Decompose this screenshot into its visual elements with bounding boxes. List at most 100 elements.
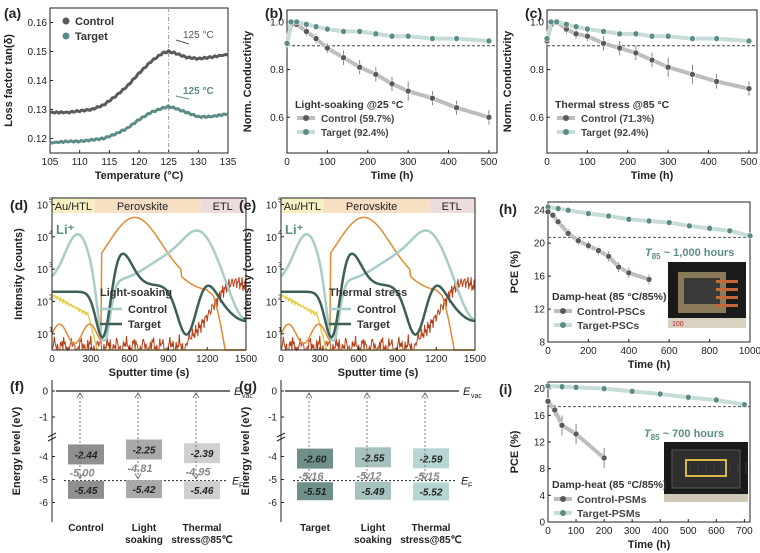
y-tick-exponent: 4	[278, 230, 282, 237]
series-target-point	[686, 222, 693, 230]
y-axis-title: Loss factor tan(δ)	[3, 34, 15, 127]
x-tick-label: 400	[700, 157, 717, 168]
y-tick-label: 1.0	[270, 17, 284, 28]
x-tick-label: 200	[596, 526, 613, 537]
series-target	[49, 104, 229, 145]
x-tick-label: 400	[620, 346, 637, 357]
y-tick-label: 10	[266, 297, 278, 308]
arrowhead-up	[421, 392, 429, 399]
y-axis-title: Norm. Conductivity	[242, 30, 254, 132]
panel-label: (d)	[10, 197, 28, 213]
homo-value: -5.51	[304, 487, 327, 498]
workfunction-value: -5.16	[298, 471, 324, 483]
x-tick-label: 400	[440, 157, 457, 168]
homo-value: -5.45	[75, 486, 98, 497]
inset-lead	[716, 288, 738, 291]
legend-marker-target	[62, 32, 70, 40]
column-label: Thermal	[183, 523, 222, 534]
x-tick-label: 100	[319, 157, 336, 168]
y-tick-label: 10	[37, 265, 49, 276]
series-control-point	[615, 263, 623, 271]
series-control-point	[356, 63, 363, 71]
panel-h: (h) 0 200 400 600 800 1000 8 12 16 20 24 Time (h) PCE…	[499, 201, 760, 371]
series-control-point	[645, 276, 653, 283]
y-tick-label: 16	[534, 411, 546, 422]
x-tick-label: 900	[160, 354, 177, 365]
legend-control: Control	[357, 304, 396, 316]
arrow-control	[175, 39, 190, 45]
series-control-point	[544, 208, 552, 216]
x-tick-label: 0	[545, 526, 551, 537]
y-tick-exponent: 1	[49, 327, 53, 334]
species-label: Li⁺	[285, 222, 304, 237]
panel-a: (a) 105 110 115 120 125 130 135 0.12 0.13 0.14 0.15…	[3, 5, 237, 182]
series-target-point	[572, 23, 580, 30]
series-li-target	[281, 252, 476, 339]
series-target-point	[684, 394, 692, 401]
homo-box	[126, 480, 162, 499]
legend-title: Light-soaking	[100, 287, 172, 299]
series-control-point	[572, 430, 580, 438]
y-tick-label: -6	[39, 498, 48, 509]
y-tick-label: 1.0	[530, 17, 544, 28]
x-tick-label: 1200	[425, 354, 448, 365]
band-perovskite	[323, 198, 430, 213]
y-tick-label: -4	[39, 452, 48, 463]
series-perovskite	[280, 216, 475, 351]
series-target-point	[625, 215, 633, 223]
x-tick-label: 500	[481, 157, 498, 168]
homo-value: -5.49	[362, 487, 385, 498]
y-tick-exponent: 4	[49, 230, 53, 237]
column-label-line2: soaking	[354, 535, 392, 546]
x-tick-label: 300	[624, 526, 641, 537]
legend-title: Thermal stress	[329, 287, 407, 299]
x-tick-label: 0	[284, 157, 290, 168]
series-etl	[51, 276, 247, 352]
series-target-point	[547, 18, 555, 26]
lumo-box	[68, 444, 104, 465]
panel-label: (c)	[525, 5, 542, 21]
series-target-point	[293, 18, 300, 26]
series-target-point	[656, 390, 664, 398]
y-axis-title: Norm. Conductivity	[502, 30, 514, 132]
legend-marker-target	[560, 322, 566, 328]
series-target-point	[563, 20, 570, 28]
series-control-point	[303, 28, 310, 35]
legend-title: Damp-heat (85 °C/85%)	[552, 479, 666, 491]
y-tick-label: -6	[268, 498, 277, 509]
series-target-point	[553, 18, 560, 26]
column-label: Control	[68, 523, 104, 534]
series-target-point	[746, 232, 754, 240]
lumo-box	[355, 447, 391, 468]
series-control-point	[585, 242, 592, 249]
inset-lead	[716, 296, 738, 299]
y-tick-label: 0.6	[530, 113, 544, 124]
series-control-point	[388, 80, 396, 88]
homo-value: -5.52	[420, 487, 443, 498]
y-tick-label: 20	[534, 239, 546, 250]
arrowhead-up	[76, 392, 84, 399]
y-tick-label: 8	[539, 464, 545, 475]
panel-e: (e) Au/HTL Perovskite ETL Li⁺ 0 300 600 900 1200 1…	[239, 197, 487, 379]
workfunction-value: -5.15	[414, 471, 440, 483]
x-tick-label: 300	[400, 157, 417, 168]
lumo-value: -2.59	[420, 454, 443, 465]
series-control-point	[554, 218, 562, 226]
band-label-etl: ETL	[213, 201, 233, 213]
plot-frame	[280, 197, 476, 351]
series-target-point	[543, 35, 551, 42]
y-tick-label: 0.13	[28, 105, 48, 116]
x-tick-label: 500	[680, 526, 697, 537]
arrowhead-down	[76, 473, 84, 480]
homo-box	[68, 480, 104, 499]
y-tick-exponent: 2	[49, 294, 53, 301]
series-control-point	[745, 85, 753, 92]
series-target-point	[356, 28, 363, 35]
y-axis-title: Intensity (counts)	[13, 228, 25, 320]
y-tick-label: 10	[37, 297, 49, 308]
legend-marker-target	[563, 129, 569, 135]
arrowhead-down	[363, 473, 371, 480]
legend-control: Control (71.3%)	[581, 114, 654, 125]
y-tick-exponent: 5	[278, 197, 282, 204]
axis-break	[47, 436, 57, 442]
